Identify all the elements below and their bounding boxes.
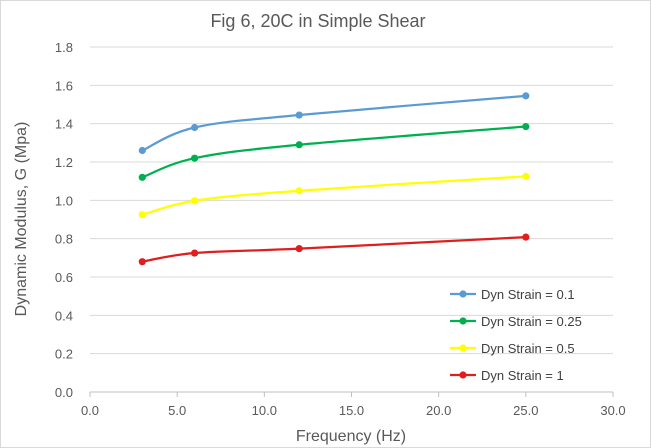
x-tick-label: 15.0: [339, 403, 364, 418]
y-tick-label: 1.6: [55, 78, 73, 93]
legend-label: Dyn Strain = 0.25: [481, 314, 582, 329]
legend-item: Dyn Strain = 0.25: [450, 314, 582, 329]
x-tick-label: 10.0: [252, 403, 277, 418]
series-4: [138, 233, 530, 266]
data-point: [522, 233, 530, 241]
gridlines: [90, 46, 613, 355]
y-tick-label: 0.2: [55, 347, 73, 362]
legend-item: Dyn Strain = 0.1: [450, 287, 575, 302]
y-tick-labels: 0.0 0.2 0.4 0.6 0.8 1.0 1.2 1.4 1.6 1.8: [55, 40, 73, 400]
legend-label: Dyn Strain = 0.5: [481, 341, 575, 356]
x-tick-label: 30.0: [600, 403, 625, 418]
x-tick-label: 25.0: [513, 403, 538, 418]
x-axis-label: Frequency (Hz): [296, 428, 406, 445]
legend-label: Dyn Strain = 1: [481, 368, 564, 383]
data-point: [138, 173, 146, 181]
y-tick-label: 0.6: [55, 270, 73, 285]
axes: [89, 391, 614, 397]
data-point: [522, 92, 530, 100]
data-point: [191, 249, 199, 257]
data-point: [191, 123, 199, 132]
data-point: [522, 122, 530, 131]
data-point: [138, 146, 146, 155]
chart-title: Fig 6, 20C in Simple Shear: [210, 11, 425, 31]
y-tick-label: 1.0: [55, 193, 73, 208]
data-point: [295, 245, 303, 253]
y-tick-label: 1.4: [55, 117, 73, 132]
y-tick-label: 0.8: [55, 232, 73, 247]
series-2: [138, 122, 530, 181]
x-tick-label: 20.0: [426, 403, 451, 418]
legend-marker: [459, 371, 467, 379]
series-3: [138, 172, 530, 219]
y-tick-label: 0.4: [55, 308, 73, 323]
data-point: [295, 187, 303, 195]
data-point: [191, 197, 199, 205]
y-tick-label: 1.2: [55, 155, 73, 170]
data-point: [138, 258, 146, 266]
x-tick-labels: 0.0 5.0 10.0 15.0 20.0 25.0 30.0: [81, 403, 626, 418]
y-tick-label: 1.8: [55, 40, 73, 55]
legend: Dyn Strain = 0.1 Dyn Strain = 0.25 Dyn Str…: [450, 287, 582, 383]
legend-item: Dyn Strain = 1: [450, 368, 564, 383]
series-lines: [138, 92, 530, 266]
legend-marker: [459, 344, 467, 352]
series-1: [138, 92, 530, 155]
series-line: [142, 236, 526, 263]
data-point: [191, 154, 199, 162]
y-tick-label: 0.0: [55, 385, 73, 400]
y-axis-label: Dynamic Modulus, G (Mpa): [13, 122, 30, 317]
legend-label: Dyn Strain = 0.1: [481, 287, 575, 302]
series-line: [141, 94, 526, 152]
series-line: [142, 175, 526, 216]
x-tick-label: 0.0: [81, 403, 99, 418]
data-point: [295, 111, 303, 119]
legend-marker: [459, 290, 467, 298]
data-point: [295, 141, 303, 149]
data-point: [138, 211, 146, 219]
legend-item: Dyn Strain = 0.5: [450, 341, 575, 356]
data-point: [522, 172, 530, 180]
x-tick-label: 5.0: [168, 403, 186, 418]
legend-marker: [459, 317, 467, 325]
series-line: [141, 125, 526, 179]
